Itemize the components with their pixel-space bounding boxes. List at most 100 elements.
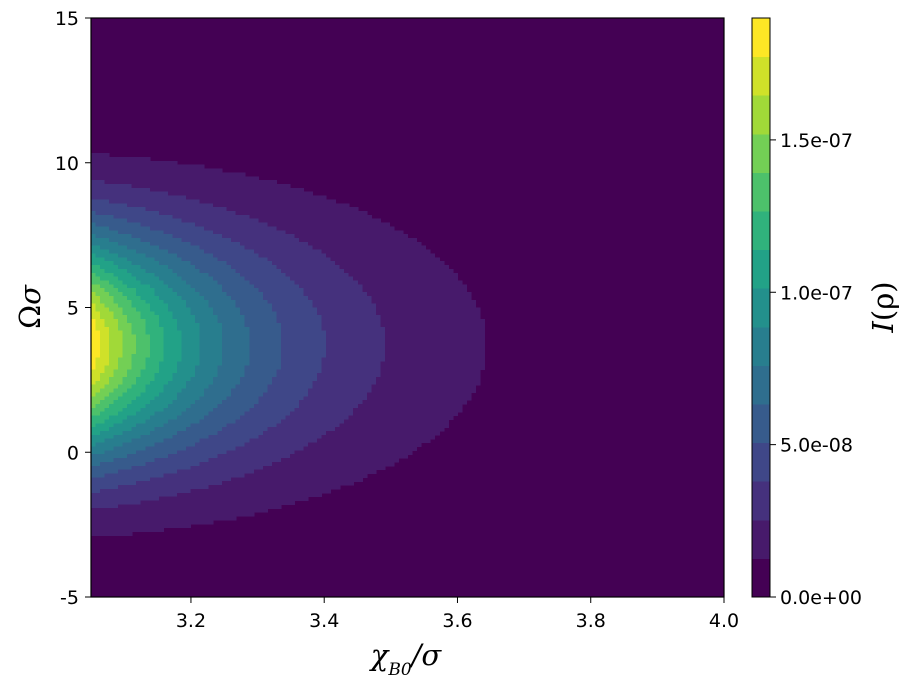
- contour-cell: [113, 172, 119, 177]
- contour-cell: [271, 388, 277, 394]
- contour-cell: [321, 434, 327, 440]
- contour-cell: [181, 469, 187, 475]
- contour-cell: [249, 357, 255, 363]
- contour-cell: [118, 442, 124, 448]
- contour-cell: [271, 191, 277, 197]
- contour-cell: [113, 504, 119, 509]
- contour-cell: [330, 218, 336, 224]
- contour-cell: [91, 527, 97, 532]
- contour-cell: [199, 326, 205, 332]
- contour-cell: [181, 226, 187, 231]
- contour-cell: [226, 465, 232, 471]
- contour-cell: [235, 380, 241, 386]
- contour-cell: [235, 307, 241, 312]
- contour-cell: [235, 419, 241, 424]
- contour-cell: [267, 415, 273, 421]
- contour-cell: [335, 253, 341, 258]
- contour-cell: [104, 419, 110, 424]
- contour-cell: [326, 303, 332, 309]
- contour-cell: [149, 438, 155, 444]
- contour-cell: [240, 238, 246, 243]
- contour-cell: [204, 504, 210, 509]
- contour-cell: [289, 373, 296, 378]
- contour-cell: [149, 218, 155, 224]
- contour-cell: [312, 307, 318, 312]
- contour-cell: [199, 303, 205, 309]
- contour-cell: [271, 295, 277, 301]
- contour-cell: [167, 380, 173, 386]
- contour-cell: [271, 438, 277, 444]
- contour-cell: [145, 450, 151, 455]
- contour-cell: [145, 172, 151, 177]
- contour-cell: [312, 241, 318, 247]
- contour-cell: [335, 431, 341, 436]
- contour-cell: [226, 415, 232, 421]
- contour-cell: [190, 431, 196, 436]
- contour-cell: [154, 307, 160, 312]
- contour-cell: [249, 191, 255, 197]
- contour-cell: [145, 315, 151, 320]
- contour-cell: [312, 268, 318, 274]
- contour-cell: [271, 465, 277, 471]
- contour-cell: [194, 388, 201, 394]
- contour-cell: [95, 199, 101, 204]
- contour-cell: [176, 315, 183, 320]
- contour-cell: [330, 295, 336, 301]
- contour-cell: [104, 176, 110, 181]
- contour-cell: [240, 469, 246, 475]
- contour-cell: [213, 469, 219, 475]
- contour-cell: [109, 438, 115, 444]
- contour-cell: [330, 211, 336, 216]
- contour-cell: [172, 180, 178, 185]
- contour-cell: [190, 230, 196, 235]
- contour-cell: [244, 427, 250, 432]
- contour-cell: [140, 396, 146, 401]
- contour-cell: [136, 365, 142, 370]
- contour-cell: [104, 218, 110, 224]
- contour-cell: [167, 458, 173, 463]
- contour-cell: [100, 458, 106, 463]
- contour-cell: [312, 473, 318, 478]
- contour-cell: [190, 469, 196, 475]
- contour-cell: [244, 404, 250, 409]
- contour-cell: [271, 384, 277, 390]
- contour-cell: [131, 176, 137, 181]
- contour-cell: [294, 469, 300, 475]
- contour-cell: [158, 234, 164, 239]
- contour-cell: [339, 384, 345, 390]
- contour-cell: [330, 265, 336, 270]
- contour-cell: [262, 450, 268, 455]
- contour-cell: [258, 199, 264, 204]
- contour-cell: [208, 187, 214, 193]
- contour-cell: [172, 461, 178, 467]
- contour-cell: [294, 492, 300, 498]
- contour-cell: [276, 369, 282, 374]
- contour-cell: [140, 465, 146, 471]
- contour-cell: [217, 469, 223, 475]
- contour-cell: [158, 164, 164, 170]
- contour-cell: [222, 365, 228, 370]
- contour-cell: [181, 504, 187, 509]
- contour-cell: [222, 187, 228, 193]
- contour-cell: [140, 222, 146, 228]
- contour-cell: [267, 423, 273, 428]
- contour-cell: [113, 473, 119, 478]
- contour-cell: [199, 473, 205, 478]
- contour-cell: [213, 407, 219, 413]
- contour-cell: [167, 326, 173, 332]
- contour-cell: [136, 369, 142, 374]
- contour-cell: [208, 334, 214, 339]
- contour-cell: [136, 334, 142, 339]
- contour-cell: [303, 380, 309, 386]
- contour-cell: [317, 261, 323, 266]
- contour-cell: [136, 353, 142, 359]
- contour-cell: [127, 253, 133, 258]
- contour-cell: [181, 195, 187, 201]
- contour-cell: [176, 303, 183, 309]
- contour-cell: [262, 295, 268, 301]
- contour-cell: [172, 299, 178, 305]
- contour-cell: [113, 376, 119, 382]
- contour-cell: [181, 238, 187, 243]
- contour-cell: [308, 450, 314, 455]
- contour-cell: [127, 183, 133, 189]
